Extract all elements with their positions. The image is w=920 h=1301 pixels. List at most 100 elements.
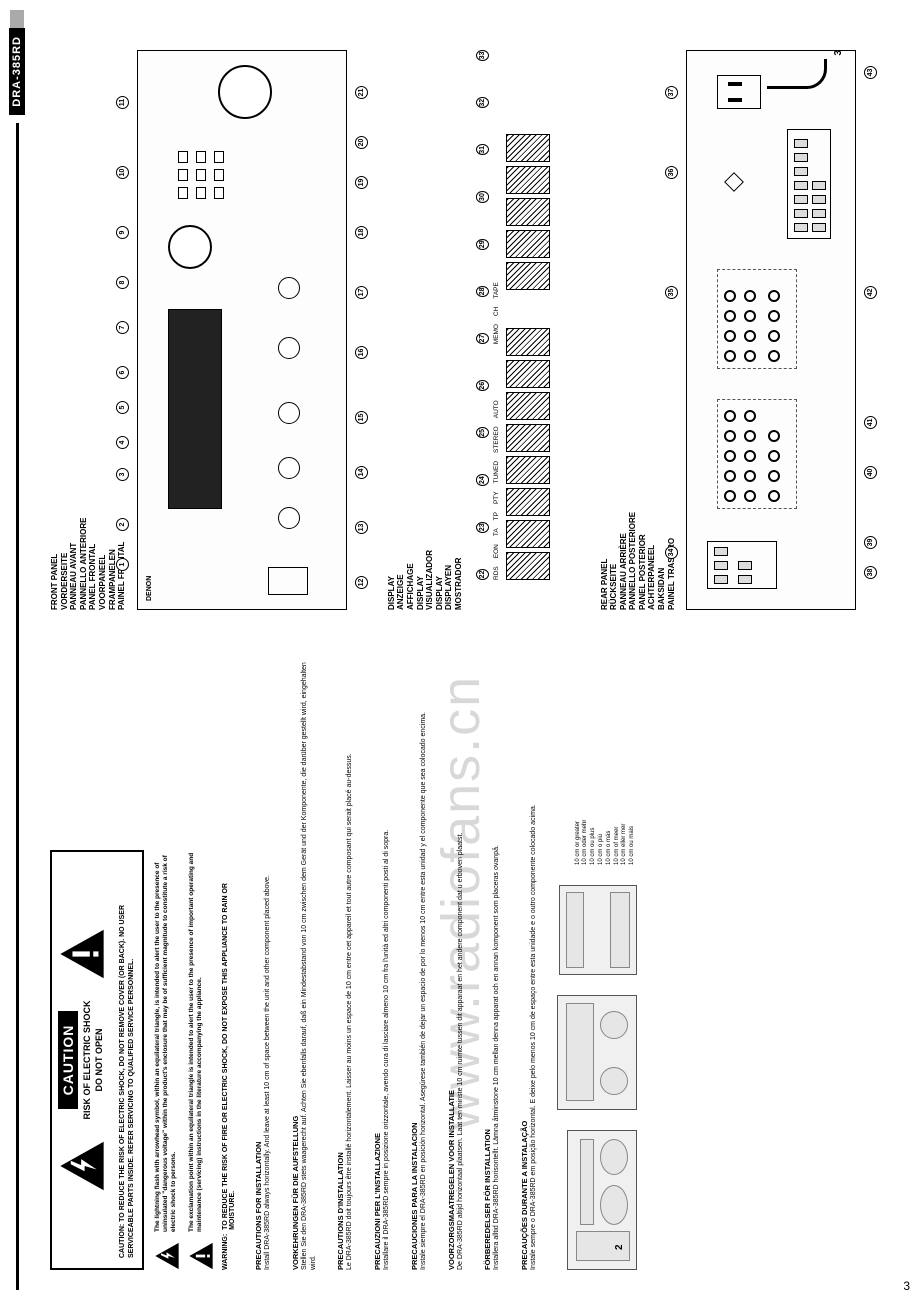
button [196,187,206,199]
callout: 11 [116,96,129,109]
callout: 8 [116,276,129,289]
callout: 30 [476,191,489,202]
lightning-triangle-icon [58,1140,106,1192]
callout: 29 [476,239,489,250]
caution-open: DO NOT OPEN [94,1001,104,1120]
segment-digit [506,360,550,388]
callout: 34 [665,546,678,559]
label-item: DISPLAY [387,50,397,610]
callout: 15 [355,411,368,424]
clearance-item: 10 cm eller mer [621,820,629,865]
segment-digit [506,424,550,452]
button [178,187,188,199]
front-panel-diagram: DENON 1 2 3 4 5 6 7 8 9 10 11 12 13 14 1… [137,50,347,610]
excl-text: The exclamation point within an equilate… [188,850,204,1232]
caution-title: CAUTION [58,1011,78,1110]
label-item: BAKSIDAN [657,30,667,610]
callout: 13 [355,521,368,534]
label-item: ANZEIGE [396,50,406,610]
label-item: DISPLAY [435,50,445,610]
callout: 14 [355,466,368,479]
callout: 3 [116,468,129,481]
callout: 17 [355,286,368,299]
segment-digit [506,552,550,580]
label-item: PANNELLO ANTERIORE [79,30,89,610]
clearance-item: 10 cm o più [598,820,606,865]
callout: 40 [864,466,877,479]
callout: 20 [355,136,368,149]
unit-sketch-stack [559,885,637,975]
antenna-block [707,541,777,589]
function-knob [168,225,212,269]
output-jacks [717,269,797,369]
excl-explanation: The exclamation point within an equilate… [188,850,214,1270]
knob [278,277,300,299]
callout: 33 [476,50,489,61]
rotated-page-content: www.radiofans.cn DRA-385RD CAUTION RISK … [10,10,910,1290]
label-item: MOSTRADOR [454,50,464,610]
callout: 25 [476,427,489,438]
display-indicators: RDS EON TA TP PTY TUNED STEREO AUTO MEMO… [493,50,500,580]
lightning-triangle-icon [154,1242,180,1270]
segment-digit [506,456,550,484]
callout: 1 [116,558,129,571]
label-item: VISUALIZADOR [425,50,435,610]
callout: 31 [476,144,489,155]
left-page: CAUTION RISK OF ELECTRIC SHOCK DO NOT OP… [50,650,637,1270]
segment-digit [506,520,550,548]
label-item: ACHTERPANEEL [647,30,657,610]
label-item: PANNEAU ARRIÈRE [619,30,629,610]
callout: 5 [116,401,129,414]
callout: 2 [116,518,129,531]
callout: 21 [355,86,368,99]
indicator: MEMO [493,324,500,344]
callout: 18 [355,226,368,239]
callout: 10 [116,166,129,179]
precaution-body: Le DRA-385RD doit toujours être installé… [346,660,355,1270]
segment-digit [506,262,550,290]
precaution-sv: FÖRBEREDELSER FÖR INSTALLATION Installer… [483,660,502,1270]
rear-panel-labels: REAR PANEL RÜCKSEITE PANNEAU ARRIÈRE PAN… [600,30,677,610]
precaution-body: De DRA-385RD altijd horizontaal plaatsen… [457,660,466,1270]
precaution-nl: VOORZORGSMAATREGELEN VOOR INSTALLATIE De… [447,660,466,1270]
precaution-title: PRECAUCIONES PARA LA INSTALACION [410,660,419,1270]
indicator: TAPE [493,282,500,299]
callout: 19 [355,176,368,189]
display-section: DISPLAY ANZEIGE AFFICHAGE DISPLAY VISUAL… [387,50,550,610]
callout: 24 [476,474,489,485]
right-page: FRONT PANEL VORDERSEITE PANNEAU AVANT PA… [50,30,856,610]
callout: 37 [665,86,678,99]
clearance-item: 10 cm or greater [575,820,583,865]
knob [278,402,300,424]
label-item: PANNELLO POSTERIORE [628,30,638,610]
label-item: VOORPANEEL [98,30,108,610]
exclamation-triangle-icon [188,1242,214,1270]
header-bar: DRA-385RD [10,10,24,1290]
caution-risk: RISK OF ELECTRIC SHOCK [82,1001,92,1120]
display-labels: DISPLAY ANZEIGE AFFICHAGE DISPLAY VISUAL… [387,50,464,610]
display-window [168,309,222,509]
button [178,169,188,181]
clearance-item: 10 cm ou mais [629,820,637,865]
label-item: DISPLAYEN [444,50,454,610]
callout: 26 [476,380,489,391]
caution-text: CAUTION: TO REDUCE THE RISK OF ELECTRIC … [112,852,142,1268]
warning-line: WARNING: TO REDUCE THE RISK OF FIRE OR E… [222,850,236,1270]
gnd-terminal [724,172,744,192]
precaution-title: PRECAUTIONS FOR INSTALLATION [254,660,263,1270]
unit-sketch-iso [557,995,637,1110]
knob [278,337,300,359]
model-label: DRA-385RD [9,28,25,115]
indicator [493,352,500,392]
speaker-terminals [787,129,831,239]
callout: 7 [116,321,129,334]
precaution-title: VOORZORGSMAATREGELEN VOOR INSTALLATIE [447,660,456,1270]
page-number-right: 3 [833,50,844,56]
install-diagram: 10 cm or greater 10 cm oder mehr 10 cm o… [557,650,637,1270]
knob [278,457,300,479]
button [196,169,206,181]
precaution-body: Install DRA-385RD always horizontally. A… [264,660,273,1270]
precaution-pt: PRECAUÇÕES DURANTE A INSTALAÇÃO Instale … [520,660,539,1270]
power-cord [767,59,827,89]
button [196,151,206,163]
